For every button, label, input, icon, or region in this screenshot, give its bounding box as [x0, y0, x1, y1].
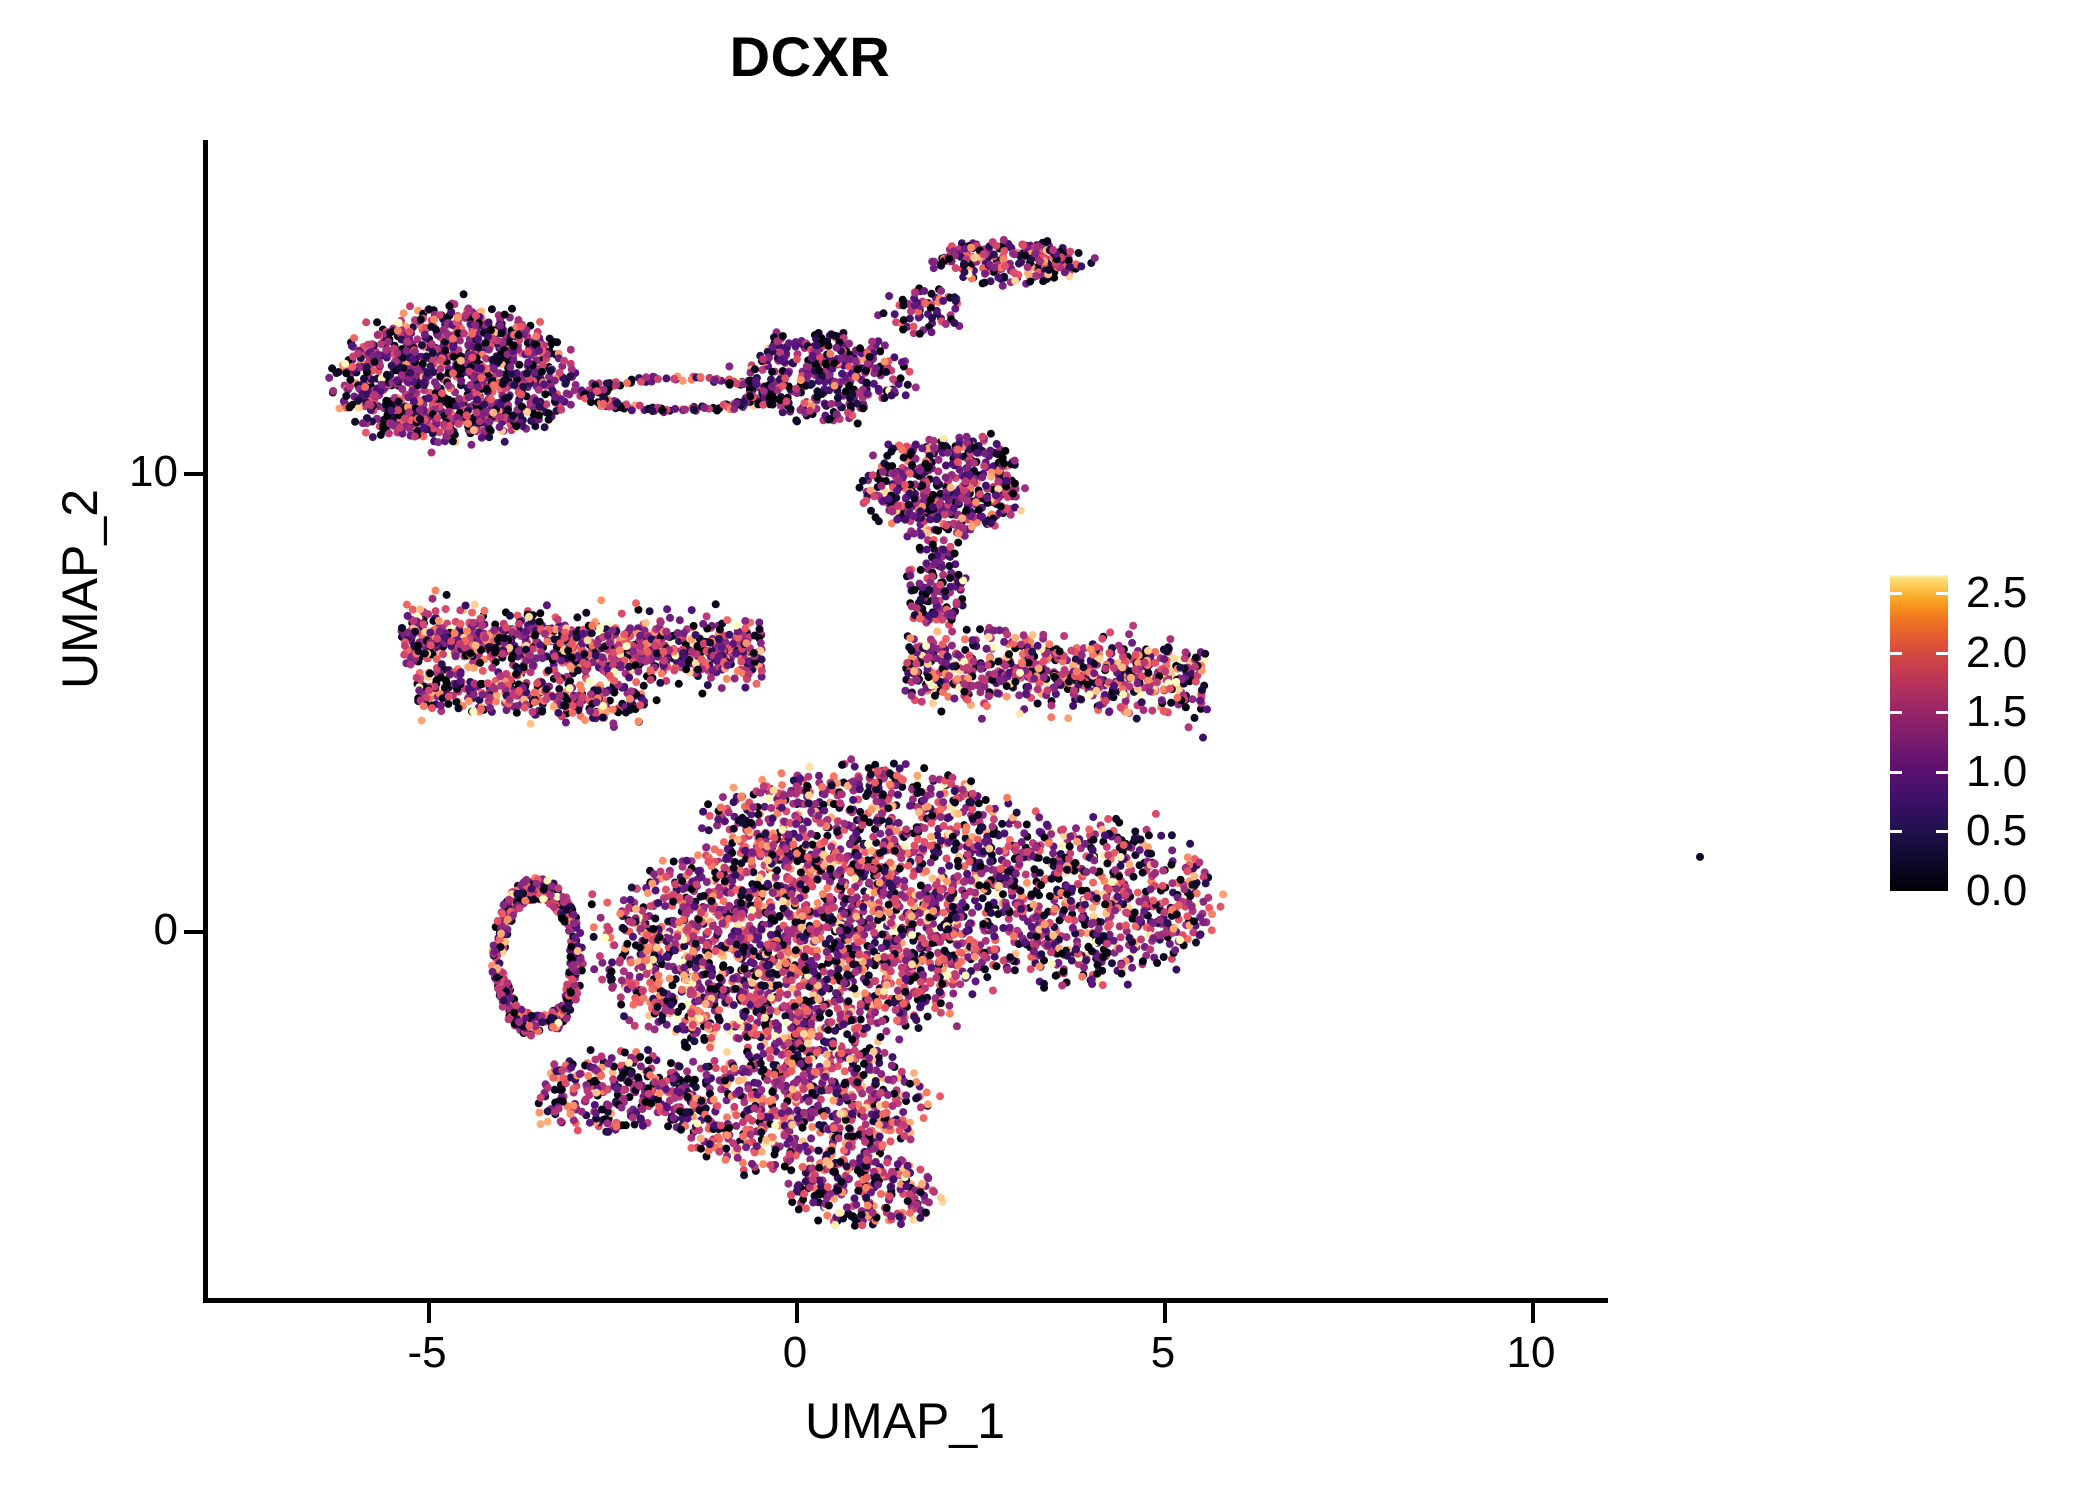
colorbar-tick-label: 2.5: [1966, 567, 2028, 617]
colorbar-tick-label: 0.5: [1966, 806, 2028, 856]
colorbar-tick-mark: [1936, 711, 1948, 715]
x-tick-label-0: 0: [782, 1328, 808, 1377]
colorbar-tick-label: 0.0: [1966, 866, 2028, 915]
colorbar-tick-mark: [1890, 770, 1902, 774]
page-title: DCXR: [729, 25, 891, 88]
colorbar-tick-mark: [1890, 651, 1902, 655]
colorbar-tick-label: 1.5: [1966, 687, 2028, 737]
x-tick-label-5: 5: [1150, 1328, 1176, 1377]
x-axis-line: [203, 1298, 1608, 1303]
x-axis-title: UMAP_1: [804, 1393, 1006, 1449]
colorbar-tick-mark: [1936, 770, 1948, 774]
colorbar-tick-mark: [1890, 591, 1902, 595]
y-axis-title: UMAP_2: [52, 488, 108, 690]
y-tick-label-0: 0: [153, 905, 178, 954]
x-tick-mark-0: [795, 1303, 799, 1323]
x-tick-label-minus5: -5: [407, 1328, 447, 1377]
colorbar-tick-mark: [1936, 830, 1948, 834]
y-tick-mark-10: [184, 472, 204, 476]
colorbar-tick-mark: [1890, 711, 1902, 715]
colorbar-tick-label: 2.0: [1966, 627, 2028, 677]
x-tick-label-10: 10: [1506, 1328, 1556, 1377]
colorbar-tick-mark: [1890, 830, 1902, 834]
x-tick-mark-10: [1531, 1303, 1535, 1323]
y-tick-mark-0: [184, 930, 204, 934]
colorbar-tick-mark: [1936, 651, 1948, 655]
x-tick-mark-minus5: [427, 1303, 431, 1323]
colorbar-tick-mark: [1936, 591, 1948, 595]
x-tick-mark-5: [1163, 1303, 1167, 1323]
colorbar-gradient: [1890, 575, 1948, 891]
colorbar-tick-label: 1.0: [1966, 746, 2028, 796]
y-axis-line: [203, 140, 208, 1302]
